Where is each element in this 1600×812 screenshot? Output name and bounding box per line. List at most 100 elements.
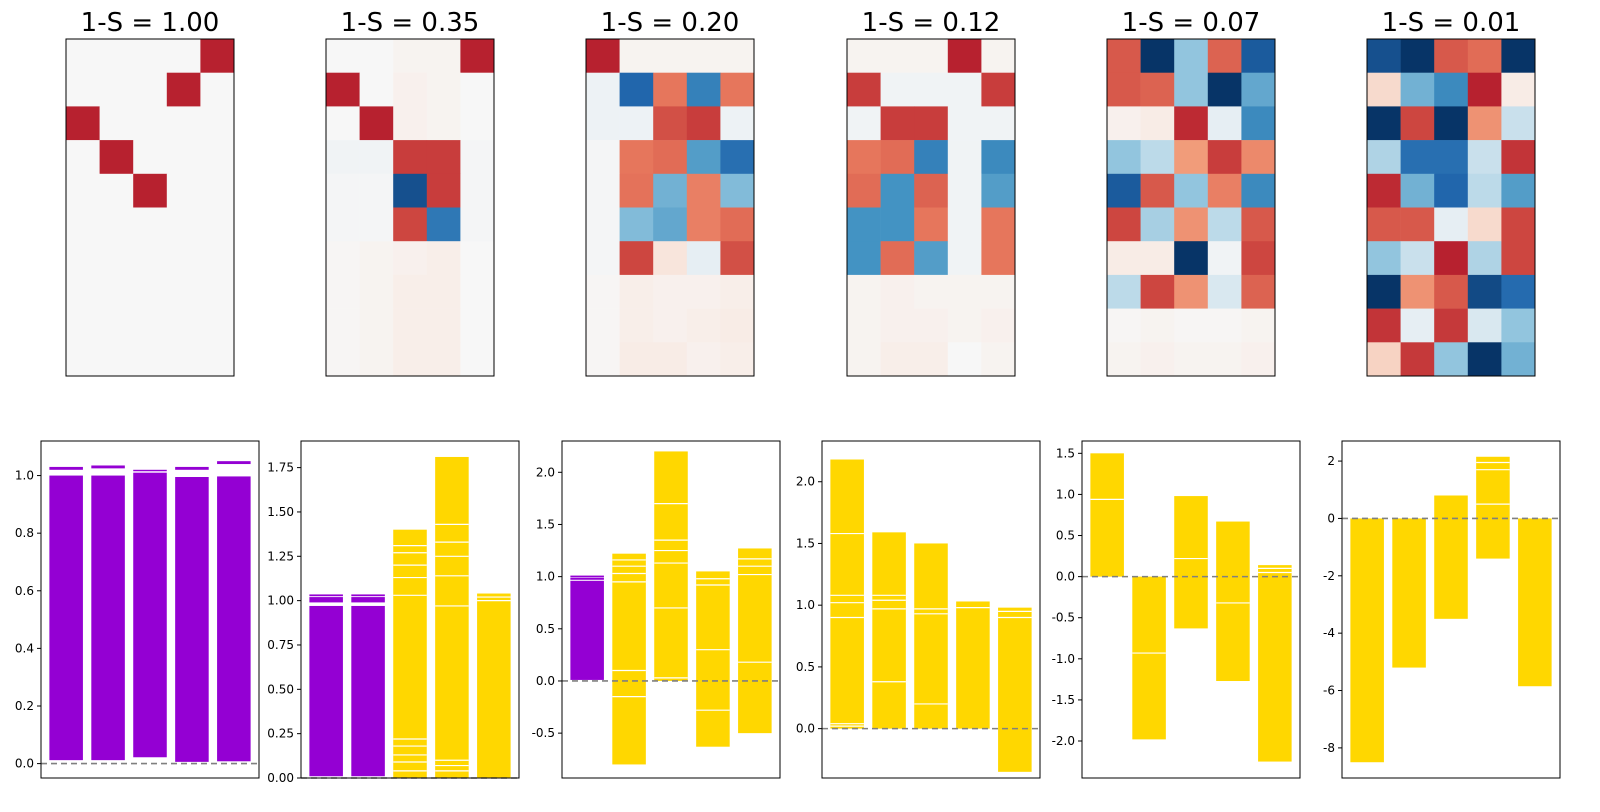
heatmap-cell [99,241,134,276]
bar [1476,456,1510,559]
heatmap-cell [1241,140,1276,175]
heatmap-cell [880,173,915,208]
y-tick-label: 0.2 [15,699,34,713]
heatmap-cell [653,140,688,175]
heatmap-cell [914,39,949,73]
heatmap-cell [66,274,100,309]
heatmap-cell [460,207,495,242]
bar [570,577,604,580]
heatmap-cell [914,308,949,343]
heatmap-cell [1467,241,1502,276]
heatmap-cell [1241,173,1276,208]
bar-chart-frame [300,440,520,779]
heatmap-cell [133,140,168,175]
heatmap-cell [1434,140,1469,175]
heatmap-cell [1434,274,1469,309]
heatmap-cell [880,72,915,107]
heatmap-cell [326,274,360,309]
heatmap-cell [166,106,201,141]
heatmap-cell [460,173,495,208]
heatmap-cell [619,140,654,175]
heatmap-cell [619,106,654,141]
bar-panel-4: 0.0 0.5 1.0 1.5 2.0 [796,440,1041,779]
heatmap-cell [914,274,949,309]
heatmap-cell [1467,308,1502,343]
heatmap-frame [846,38,1016,377]
heatmap-cell [720,241,755,276]
heatmap-cell [1207,342,1242,377]
heatmap-title: 1-S = 0.01 [1382,8,1521,38]
heatmap-cell [619,241,654,276]
heatmap-cell [981,308,1016,343]
bar [612,553,646,765]
heatmap-cell [166,72,201,107]
heatmap-cell [1174,207,1209,242]
heatmap-cell [686,140,721,175]
heatmap-cell [947,140,982,175]
heatmap-cell [460,241,495,276]
heatmap-cell [653,39,688,73]
y-tick-label: -0.5 [532,726,555,740]
bar [133,469,167,472]
heatmap-cell [914,207,949,242]
bar-chart-row: 0.00.20.40.60.81.00.000.250.500.751.001.… [15,440,1561,785]
heatmap-cell [1174,106,1209,141]
heatmap-cell [460,308,495,343]
heatmap-cell [847,140,881,175]
heatmap-cell [393,308,428,343]
heatmap-cell [426,342,461,377]
heatmap-cell [1140,72,1175,107]
heatmap-cell [981,207,1016,242]
heatmap-cell [1434,342,1469,377]
heatmap-cell [1107,241,1141,276]
heatmap-cell [326,173,360,208]
heatmap-cell [653,308,688,343]
heatmap-cell [1140,308,1175,343]
heatmap-cell [133,207,168,242]
heatmap-frame [585,38,755,377]
heatmap-cell [133,342,168,377]
heatmap-cell [133,241,168,276]
bar [393,529,427,778]
heatmap-cell [133,106,168,141]
heatmap-cell [1501,140,1536,175]
heatmap-cell [653,241,688,276]
bar-panel-5: -2.0 -1.5 -1.0 -0.5 0.0 0.5 1.0 1.5 [1052,440,1301,779]
bar [1216,521,1250,682]
heatmap-cell [200,39,235,73]
heatmap-cell [1140,173,1175,208]
heatmap-cell [1207,72,1242,107]
bar [738,548,772,734]
heatmap-cell [880,106,915,141]
y-tick-label: -1.0 [1052,652,1075,666]
heatmap-cell [1241,72,1276,107]
bar [309,605,343,777]
heatmap-cell [1207,39,1242,73]
heatmap-cell [1207,173,1242,208]
y-tick-label: -8 [1323,741,1335,755]
heatmap-cell [326,72,360,107]
y-tick-label: 0.5 [536,622,555,636]
heatmap-cell [686,173,721,208]
heatmap-cell [686,274,721,309]
heatmap-cell [393,173,428,208]
y-tick-label: -2 [1323,569,1335,583]
heatmap-cell [1174,140,1209,175]
heatmap-cell [1140,207,1175,242]
heatmap-cell [1107,207,1141,242]
bar [914,543,948,729]
heatmap-frame [1106,38,1276,377]
bar [570,575,604,578]
heatmap-cell [1207,106,1242,141]
heatmap-cell [66,207,100,242]
heatmap-cell [1434,308,1469,343]
heatmap-cell [947,39,982,73]
heatmap-cell [1174,173,1209,208]
heatmap-cell [686,241,721,276]
heatmap-panel-4: 1-S = 0.12 [846,8,1016,377]
heatmap-cell [914,173,949,208]
y-tick-label: -1.5 [1052,693,1075,707]
bar [217,461,251,465]
heatmap-cell [1107,140,1141,175]
